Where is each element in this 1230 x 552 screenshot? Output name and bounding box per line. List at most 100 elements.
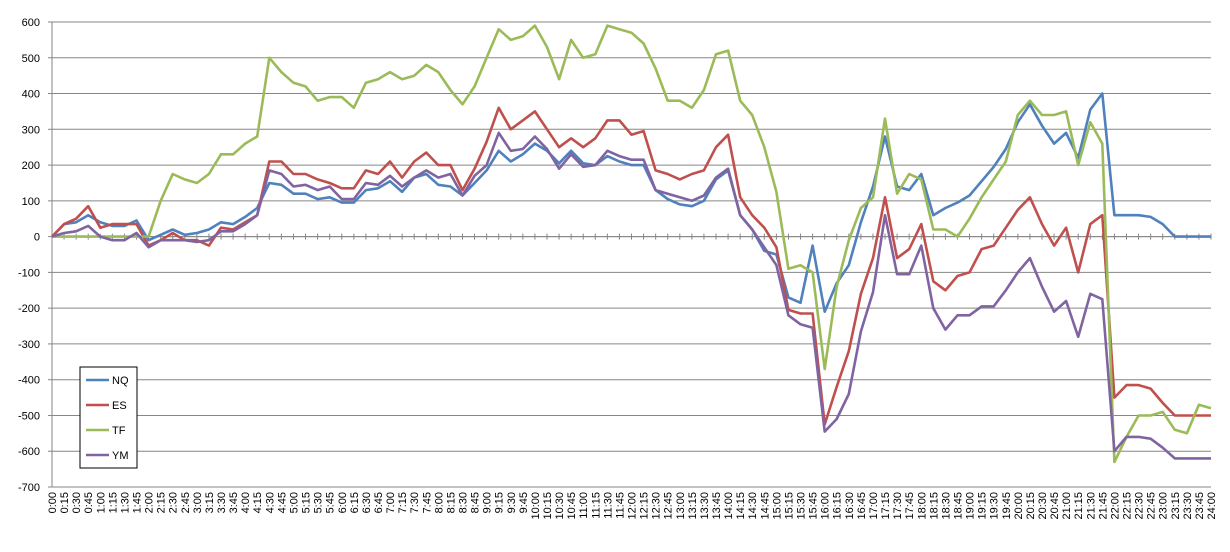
x-tick-label: 18:45: [952, 492, 964, 520]
x-tick-label: 10:15: [542, 492, 554, 520]
x-tick-label: 6:00: [337, 492, 349, 513]
y-tick-label: -400: [18, 375, 40, 387]
x-tick-label: 5:00: [288, 492, 300, 513]
y-tick-label: 100: [22, 196, 40, 208]
y-tick-label: -700: [18, 482, 40, 494]
x-tick-label: 14:30: [747, 492, 759, 520]
x-tick-label: 20:00: [1013, 492, 1025, 520]
x-tick-label: 9:15: [494, 492, 506, 513]
x-tick-label: 1:00: [95, 492, 107, 513]
x-tick-label: 16:15: [832, 492, 844, 520]
x-tick-label: 20:30: [1037, 492, 1049, 520]
x-tick-label: 8:15: [445, 492, 457, 513]
legend-label-nq: NQ: [112, 375, 129, 387]
x-tick-label: 22:00: [1109, 492, 1121, 520]
x-tick-label: 17:45: [904, 492, 916, 520]
x-tick-label: 1:45: [132, 492, 144, 513]
x-tick-label: 8:00: [433, 492, 445, 513]
x-tick-label: 14:45: [759, 492, 771, 520]
x-tick-label: 3:15: [204, 492, 216, 513]
x-tick-label: 19:00: [965, 492, 977, 520]
x-tick-label: 8:30: [457, 492, 469, 513]
x-tick-label: 0:00: [47, 492, 59, 513]
x-tick-label: 19:30: [989, 492, 1001, 520]
x-tick-label: 23:00: [1158, 492, 1170, 520]
x-tick-label: 7:30: [409, 492, 421, 513]
y-tick-label: 400: [22, 89, 40, 101]
y-tick-label: -500: [18, 410, 40, 422]
x-tick-label: 12:00: [627, 492, 639, 520]
x-tick-label: 23:45: [1194, 492, 1206, 520]
x-tick-label: 16:30: [844, 492, 856, 520]
x-tick-label: 17:00: [868, 492, 880, 520]
legend-label-ym: YM: [112, 450, 129, 462]
x-tick-label: 9:30: [506, 492, 518, 513]
x-tick-label: 14:15: [735, 492, 747, 520]
x-tick-label: 21:30: [1085, 492, 1097, 520]
legend: NQ ES TF YM: [79, 366, 138, 469]
x-tick-label: 2:30: [168, 492, 180, 513]
x-tick-label: 10:45: [566, 492, 578, 520]
x-tick-label: 11:00: [578, 492, 590, 519]
series-line-ym: [51, 131, 1211, 460]
x-tick-label: 18:15: [928, 492, 940, 520]
x-tick-label: 2:15: [156, 492, 168, 513]
x-tick-label: 14:00: [723, 492, 735, 520]
y-tick-label: 300: [22, 124, 40, 136]
x-tick-label: 7:15: [397, 492, 409, 513]
y-tick-label: 500: [22, 53, 40, 65]
x-tick-label: 12:15: [639, 492, 651, 520]
x-tick-label: 4:15: [252, 492, 264, 513]
x-tick-label: 20:45: [1049, 492, 1061, 520]
x-tick-label: 5:45: [325, 492, 337, 513]
x-tick-label: 10:00: [530, 492, 542, 520]
x-tick-label: 4:00: [240, 492, 252, 513]
x-tick-label: 7:45: [421, 492, 433, 513]
x-tick-label: 10:30: [554, 492, 566, 520]
x-tick-label: 1:30: [119, 492, 131, 513]
y-tick-label: -200: [18, 303, 40, 315]
legend-label-tf: TF: [112, 425, 126, 437]
y-tick-label: 200: [22, 160, 40, 172]
x-tick-label: 0:45: [83, 492, 95, 513]
x-tick-label: 9:00: [482, 492, 494, 513]
x-tick-label: 6:15: [349, 492, 361, 513]
x-tick-label: 13:45: [711, 492, 723, 520]
x-tick-label: 4:45: [276, 492, 288, 513]
series-line-nq: [51, 92, 1211, 314]
x-tick-label: 16:00: [820, 492, 832, 520]
x-tick-label: 22:30: [1134, 492, 1146, 520]
x-tick-label: 4:30: [264, 492, 276, 513]
x-tick-label: 12:30: [651, 492, 663, 520]
x-tick-label: 11:45: [614, 492, 626, 519]
x-tick-label: 15:30: [796, 492, 808, 520]
x-tick-label: 17:15: [880, 492, 892, 520]
x-tick-label: 18:30: [940, 492, 952, 520]
x-tick-label: 6:30: [361, 492, 373, 513]
x-tick-label: 23:30: [1182, 492, 1194, 520]
x-tick-label: 21:00: [1061, 492, 1073, 520]
x-tick-label: 5:15: [301, 492, 313, 513]
x-tick-label: 21:15: [1073, 492, 1085, 520]
x-tick-label: 16:45: [856, 492, 868, 520]
x-tick-label: 13:30: [699, 492, 711, 520]
x-tick-label: 22:15: [1121, 492, 1133, 520]
x-tick-label: 6:45: [373, 492, 385, 513]
x-tick-label: 22:45: [1146, 492, 1158, 520]
y-tick-label: -300: [18, 339, 40, 351]
series-lines: [51, 24, 1212, 464]
y-axis: 600 500 400 300 200 100 0 -100 -200 -300 -400 -500 -…: [18, 17, 53, 494]
x-tick-label: 8:45: [470, 492, 482, 513]
legend-label-es: ES: [112, 400, 127, 412]
series-line-es: [51, 106, 1211, 426]
x-tick-label: 12:45: [663, 492, 675, 520]
x-tick-label: 19:15: [977, 492, 989, 520]
y-tick-label: 600: [22, 17, 40, 29]
x-tick-label: 11:30: [602, 492, 614, 519]
series-line-tf: [52, 24, 1212, 464]
x-tick-label: 18:00: [916, 492, 928, 520]
x-tick-label: 5:30: [313, 492, 325, 513]
x-tick-label: 15:00: [771, 492, 783, 520]
legend-box: [79, 366, 138, 469]
